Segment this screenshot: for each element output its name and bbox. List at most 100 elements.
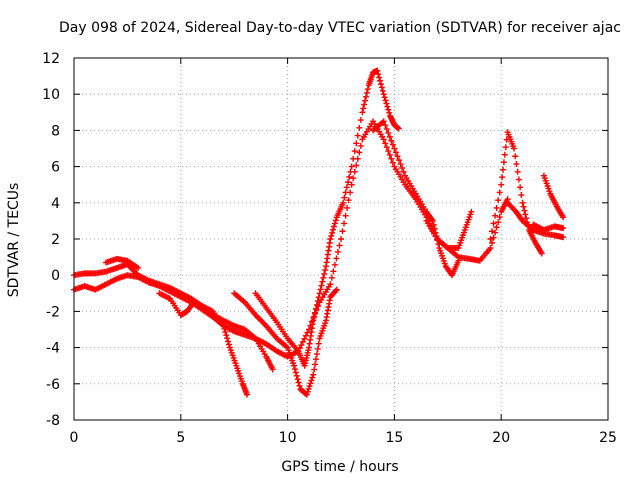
data-point [225, 338, 232, 345]
data-point [359, 109, 366, 116]
data-point [560, 234, 567, 241]
data-point [489, 228, 496, 235]
data-point [347, 168, 354, 175]
data-point [339, 228, 346, 235]
data-point [375, 71, 382, 78]
data-point [292, 369, 299, 376]
data-point [334, 248, 341, 255]
data-point [496, 189, 503, 196]
data-point [350, 155, 357, 162]
data-point [492, 212, 499, 219]
data-point [309, 374, 316, 381]
data-point [308, 377, 315, 384]
data-point [301, 335, 308, 342]
x-axis-label: GPS time / hours [281, 459, 398, 475]
data-point [560, 214, 567, 221]
data-point [296, 382, 303, 389]
data-point [383, 126, 390, 133]
data-point [517, 184, 524, 191]
data-point [304, 388, 311, 395]
data-point [330, 223, 337, 230]
data-point [345, 197, 352, 204]
data-point [314, 345, 321, 352]
data-point [468, 208, 475, 215]
data-point [392, 149, 399, 156]
data-point [305, 385, 312, 392]
data-point [340, 199, 347, 206]
data-point [380, 118, 387, 125]
data-point [294, 376, 301, 383]
data-point [515, 176, 522, 183]
data-point [376, 74, 383, 81]
data-point [291, 362, 298, 369]
data-point [350, 175, 357, 182]
data-point [321, 270, 328, 277]
data-point [333, 255, 340, 262]
data-point [344, 204, 351, 211]
data-point [492, 229, 499, 236]
data-point [360, 105, 367, 112]
data-point [342, 212, 349, 219]
data-point [496, 214, 503, 221]
data-point [490, 220, 497, 227]
data-point [382, 97, 389, 104]
data-point [327, 281, 334, 288]
data-point [226, 341, 233, 348]
data-point [495, 219, 502, 226]
data-point [490, 234, 497, 241]
data-point [455, 257, 462, 264]
data-point [493, 224, 500, 231]
data-point [223, 332, 230, 339]
y-tick-label: 6 [51, 160, 60, 176]
data-point [378, 84, 385, 91]
data-point [351, 148, 358, 155]
data-point [346, 173, 353, 180]
data-point [500, 159, 507, 166]
data-point [384, 103, 391, 110]
data-point [391, 145, 398, 152]
data-point [502, 144, 509, 151]
data-point [522, 211, 529, 218]
data-point [400, 168, 407, 175]
data-point [379, 87, 386, 94]
data-point [315, 340, 322, 347]
data-point [307, 380, 314, 387]
data-point [385, 106, 392, 113]
data-point [498, 181, 505, 188]
data-point [298, 342, 305, 349]
data-point [222, 329, 229, 336]
data-point [386, 151, 393, 158]
data-point [383, 144, 390, 151]
data-point [291, 366, 298, 373]
data-point [380, 136, 387, 143]
data-points [71, 67, 567, 398]
data-point [499, 174, 506, 181]
data-point [361, 101, 368, 108]
data-point [331, 220, 338, 227]
y-tick-label: 12 [42, 51, 60, 67]
data-point [269, 366, 276, 373]
data-point [500, 166, 507, 173]
data-point [330, 226, 337, 233]
data-point [345, 179, 352, 186]
data-point [330, 268, 337, 275]
data-point [377, 77, 384, 84]
y-tick-label: -4 [46, 341, 60, 357]
data-point [354, 132, 361, 139]
data-point [338, 236, 344, 242]
data-point [356, 149, 363, 156]
data-point [520, 203, 527, 210]
data-point [331, 261, 338, 268]
data-point [428, 216, 435, 223]
data-point [560, 225, 567, 232]
data-point [385, 148, 392, 155]
data-point [357, 117, 364, 124]
data-point [394, 153, 401, 160]
data-point [319, 278, 326, 285]
data-point [363, 93, 370, 100]
x-tick-label: 20 [492, 430, 510, 446]
data-point [341, 220, 348, 227]
data-point [343, 184, 350, 191]
data-point [380, 91, 387, 98]
